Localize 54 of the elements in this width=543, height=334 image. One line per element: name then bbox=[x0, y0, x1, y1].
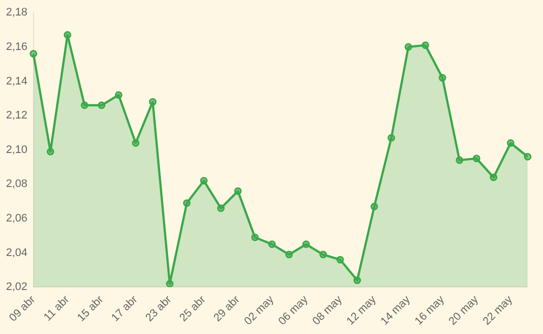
point bbox=[268, 240, 276, 248]
y-tick-label: 2,06 bbox=[6, 212, 28, 225]
y-tick-label: 2,12 bbox=[6, 110, 28, 122]
point bbox=[114, 91, 122, 99]
point bbox=[80, 102, 88, 110]
point bbox=[285, 250, 293, 258]
point bbox=[30, 50, 38, 58]
x-tick-label: 15 abr bbox=[75, 293, 106, 324]
point bbox=[472, 154, 480, 162]
point bbox=[98, 102, 106, 110]
y-tick-label: 2,04 bbox=[6, 246, 28, 259]
y-tick-label: 2,16 bbox=[6, 40, 28, 53]
point bbox=[251, 234, 259, 242]
point bbox=[234, 187, 242, 195]
point bbox=[46, 148, 54, 156]
y-tick-label: 2,02 bbox=[6, 281, 28, 294]
point bbox=[148, 98, 156, 106]
y-tick-label: 2,18 bbox=[6, 6, 28, 19]
x-tick-label: 20 may bbox=[446, 293, 482, 328]
x-tick-label: 12 may bbox=[344, 293, 379, 328]
x-tick-label: 16 may bbox=[412, 293, 448, 328]
point bbox=[438, 74, 446, 82]
point bbox=[353, 276, 361, 284]
point bbox=[217, 204, 225, 212]
y-tick-label: 2,10 bbox=[6, 144, 28, 156]
point bbox=[166, 280, 174, 288]
point bbox=[456, 156, 464, 164]
x-tick-label: 11 abr bbox=[42, 293, 72, 324]
point bbox=[336, 256, 344, 264]
point bbox=[370, 202, 378, 210]
point bbox=[422, 41, 430, 49]
point bbox=[132, 139, 140, 147]
x-tick-label: 02 may bbox=[242, 293, 277, 328]
x-tick-label: 14 may bbox=[378, 293, 413, 328]
x-tick-label: 06 may bbox=[276, 293, 311, 328]
x-tick-label: 17 abr bbox=[109, 293, 140, 324]
point bbox=[490, 174, 498, 182]
y-tick-label: 2,14 bbox=[6, 75, 28, 88]
point bbox=[64, 31, 72, 39]
x-tick-label: 22 may bbox=[480, 293, 516, 328]
x-tick-label: 29 abr bbox=[212, 293, 242, 324]
point bbox=[524, 152, 532, 160]
point bbox=[404, 43, 412, 51]
point bbox=[388, 134, 396, 142]
point bbox=[183, 199, 191, 207]
point bbox=[302, 240, 310, 248]
y-tick-label: 2,08 bbox=[6, 178, 28, 190]
x-tick-label: 25 abr bbox=[178, 293, 208, 324]
point bbox=[200, 177, 208, 185]
x-tick-label: 23 abr bbox=[143, 293, 174, 324]
point bbox=[319, 250, 327, 258]
x-tick-label: 09 abr bbox=[7, 293, 38, 324]
point bbox=[506, 139, 514, 147]
x-tick-label: 08 may bbox=[310, 293, 345, 328]
